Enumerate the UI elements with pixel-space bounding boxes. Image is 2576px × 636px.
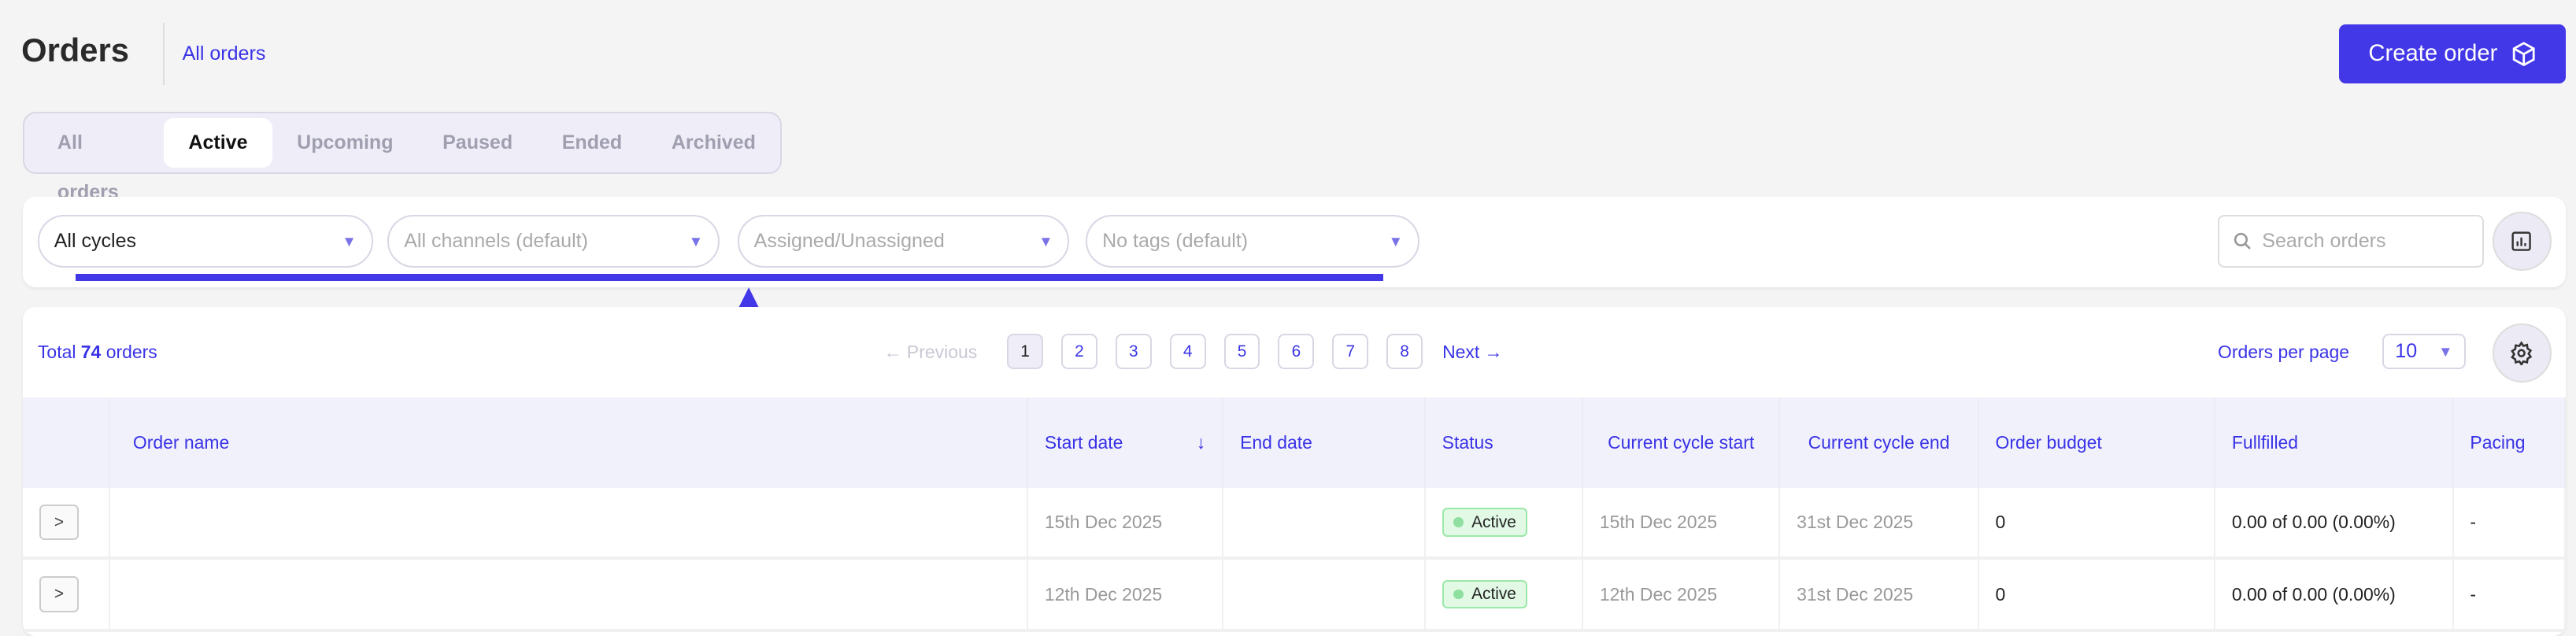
total-suffix: orders (105, 342, 157, 363)
page-1-button[interactable]: 1 (1007, 333, 1044, 370)
page-2-button[interactable]: 2 (1060, 333, 1097, 370)
order-name-cell[interactable] (109, 487, 1029, 560)
caret-down-icon: ▼ (2437, 342, 2453, 360)
channels-dropdown[interactable]: All channels (default) ▼ (387, 215, 720, 268)
fulfilled-cell: 0.00 of 0.00 (0.00%) (2215, 487, 2454, 560)
column-pacing[interactable]: Pacing (2452, 397, 2567, 488)
filter-bar: All cycles ▼ All channels (default) ▼ Assi… (23, 197, 2567, 288)
cycle-start-cell: 15th Dec 2025 (1582, 487, 1781, 560)
column-order-budget[interactable]: Order budget (1978, 397, 2216, 488)
per-page-value: 10 (2395, 340, 2418, 363)
box-icon (2512, 42, 2535, 67)
cycle-start-cell: 12th Dec 2025 (1582, 558, 1781, 633)
orders-per-page-select[interactable]: 10 ▼ (2382, 333, 2467, 370)
search-input[interactable]: Search orders (2218, 215, 2485, 268)
page-4-button[interactable]: 4 (1169, 333, 1206, 370)
status-text: Active (1471, 512, 1516, 531)
orders-table: Order name Start date ↓ End date Status C… (23, 397, 2567, 633)
tags-dropdown[interactable]: No tags (default) ▼ (1086, 215, 1419, 268)
status-badge: Active (1442, 508, 1528, 537)
table-row: > 15th Dec 2025 Active 15th Dec 2025 31s… (23, 487, 2567, 560)
chevron-right-icon: > (54, 585, 65, 604)
column-fulfilled[interactable]: Fullfilled (2215, 397, 2454, 488)
status-dot-icon (1453, 517, 1464, 527)
caret-down-icon: ▼ (342, 232, 357, 250)
channels-value: All channels (default) (404, 230, 588, 253)
column-end-date[interactable]: End date (1223, 397, 1426, 488)
status-badge: Active (1442, 580, 1528, 609)
column-current-cycle-start[interactable]: Current cycle start (1582, 397, 1781, 488)
create-order-button[interactable]: Create order (2339, 24, 2567, 84)
expand-row-button[interactable]: > (39, 504, 79, 541)
end-date-cell (1223, 487, 1426, 560)
column-status[interactable]: Status (1424, 397, 1584, 488)
page-3-button[interactable]: 3 (1115, 333, 1152, 370)
table-settings-button[interactable] (2492, 324, 2552, 383)
chart-report-button[interactable] (2492, 212, 2552, 272)
column-current-cycle-end[interactable]: Current cycle end (1779, 397, 1979, 488)
annotation-underline (75, 274, 1383, 281)
search-icon (2234, 233, 2251, 250)
end-date-cell (1223, 558, 1426, 633)
orders-table-panel: Total 74 orders ← Previous 1 2 3 4 5 6 7… (23, 307, 2567, 636)
status-dot-icon (1453, 589, 1464, 600)
status-text: Active (1471, 585, 1516, 604)
caret-down-icon: ▼ (688, 232, 704, 250)
cycle-end-cell: 31st Dec 2025 (1779, 558, 1979, 633)
status-tabs: All orders Active Upcoming Paused Ended … (23, 111, 783, 203)
budget-cell: 0 (1978, 558, 2216, 633)
create-order-label: Create order (2368, 41, 2498, 67)
next-page-button[interactable]: Next → (1442, 342, 1503, 363)
tags-value: No tags (default) (1102, 230, 1249, 253)
tab-upcoming[interactable]: Upcoming (297, 131, 394, 154)
page-8-button[interactable]: 8 (1386, 333, 1423, 370)
breadcrumb-all-orders[interactable]: All orders (182, 43, 266, 65)
bar-chart-icon (2511, 231, 2532, 251)
fulfilled-cell: 0.00 of 0.00 (0.00%) (2215, 558, 2454, 633)
table-row: > 12th Dec 2025 Active 12th Dec 2025 31s… (23, 558, 2567, 633)
tab-archived[interactable]: Archived (671, 131, 756, 154)
total-orders: Total 74 orders (38, 342, 157, 363)
chevron-right-icon: > (54, 512, 65, 531)
previous-page-button[interactable]: ← Previous (883, 342, 978, 363)
tab-active[interactable]: Active (164, 118, 272, 168)
cycle-end-cell: 31st Dec 2025 (1779, 487, 1979, 560)
sort-desc-icon: ↓ (1196, 431, 1206, 453)
assignment-value: Assigned/Unassigned (753, 230, 945, 253)
caret-down-icon: ▼ (1388, 232, 1404, 250)
page-6-button[interactable]: 6 (1278, 333, 1315, 370)
pacing-cell: - (2452, 558, 2567, 633)
cycles-value: All cycles (54, 230, 137, 253)
expand-column-header (23, 397, 110, 488)
divider (162, 23, 165, 86)
column-start-date[interactable]: Start date ↓ (1027, 397, 1224, 488)
tab-ended[interactable]: Ended (561, 131, 623, 154)
expand-row-button[interactable]: > (39, 576, 79, 613)
assignment-dropdown[interactable]: Assigned/Unassigned ▼ (737, 215, 1070, 268)
page-title: Orders (21, 31, 129, 68)
page-5-button[interactable]: 5 (1223, 333, 1260, 370)
caret-down-icon: ▼ (1038, 232, 1053, 250)
tab-paused[interactable]: Paused (442, 131, 513, 154)
order-name-cell[interactable] (109, 558, 1029, 633)
gear-icon (2511, 341, 2533, 366)
start-date-label: Start date (1044, 431, 1123, 453)
start-date-cell: 12th Dec 2025 (1027, 558, 1224, 633)
total-prefix: Total (37, 342, 76, 363)
orders-per-page-label: Orders per page (2218, 342, 2350, 363)
pacing-cell: - (2452, 487, 2567, 560)
cycles-dropdown[interactable]: All cycles ▼ (37, 215, 373, 268)
start-date-cell: 15th Dec 2025 (1027, 487, 1224, 560)
page-7-button[interactable]: 7 (1332, 333, 1369, 370)
column-order-name[interactable]: Order name (109, 397, 1029, 488)
search-placeholder: Search orders (2262, 230, 2386, 253)
budget-cell: 0 (1978, 487, 2216, 560)
total-count: 74 (80, 342, 102, 363)
tab-all-orders[interactable]: All orders (57, 131, 119, 203)
